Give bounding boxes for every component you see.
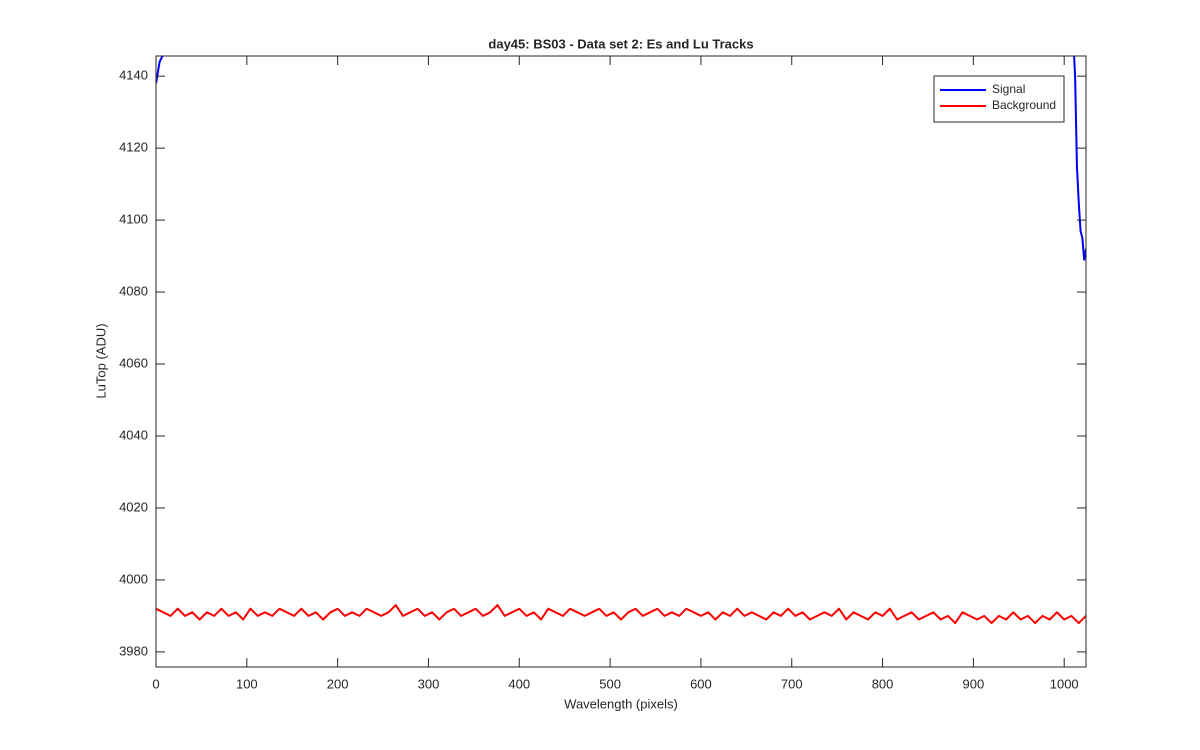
y-tick-label: 4020 — [119, 499, 148, 514]
y-tick-label: 4040 — [119, 427, 148, 442]
x-tick-label: 700 — [781, 676, 803, 691]
x-tick-label: 900 — [963, 676, 985, 691]
y-tick-label: 4060 — [119, 355, 148, 370]
x-tick-label: 400 — [508, 676, 530, 691]
legend-label: Background — [992, 98, 1056, 112]
chart-title: day45: BS03 - Data set 2: Es and Lu Trac… — [488, 36, 753, 51]
x-tick-label: 300 — [418, 676, 440, 691]
x-tick-label: 200 — [327, 676, 349, 691]
axes-box — [155, 55, 1087, 668]
x-tick-label: 500 — [599, 676, 621, 691]
x-tick-label: 100 — [236, 676, 258, 691]
legend-box — [933, 75, 1065, 123]
y-tick-label: 4080 — [119, 283, 148, 298]
y-tick-label: 4120 — [119, 140, 148, 155]
x-axis-label: Wavelength (pixels) — [564, 696, 678, 711]
plot-lines — [156, 56, 1086, 625]
y-axis-label: LuTop (ADU) — [93, 323, 108, 398]
x-tick-label: 1000 — [1050, 676, 1079, 691]
x-tick-label: 600 — [690, 676, 712, 691]
series-line — [156, 56, 1086, 261]
plot-area — [156, 56, 1086, 667]
x-tick-label: 800 — [872, 676, 894, 691]
y-tick-label: 3980 — [119, 643, 148, 658]
y-tick-label: 4000 — [119, 571, 148, 586]
series-line — [156, 604, 1086, 625]
y-tick-label: 4100 — [119, 212, 148, 227]
legend-label: Signal — [992, 82, 1025, 96]
y-tick-label: 4140 — [119, 68, 148, 83]
x-tick-label: 0 — [152, 676, 159, 691]
